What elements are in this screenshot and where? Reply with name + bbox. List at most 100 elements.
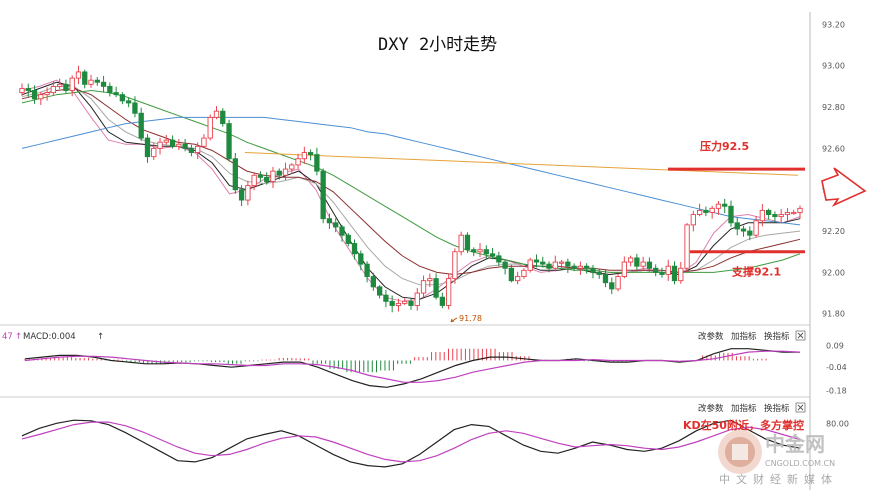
right-arrow-icon: [821, 167, 867, 207]
candle: [640, 256, 646, 272]
candle-body: [144, 137, 151, 158]
kd-button-switch[interactable]: 换指标: [764, 403, 790, 414]
candle-body: [207, 116, 213, 139]
candle-body: [157, 141, 163, 149]
candle-body: [44, 92, 50, 96]
candle: [433, 273, 439, 300]
candle-body: [527, 259, 533, 271]
kd-buttons: 改参数 加指标 换指标: [698, 402, 806, 414]
candle-body: [182, 143, 188, 149]
candle: [295, 153, 301, 169]
candle-body: [119, 94, 126, 102]
candle-body: [565, 261, 571, 267]
candle: [364, 261, 370, 283]
macd-lines: [24, 348, 801, 388]
macd-button-switch[interactable]: 换指标: [764, 331, 790, 342]
candle: [251, 173, 257, 191]
candle-body: [646, 261, 653, 269]
candle-body: [458, 234, 464, 253]
candle: [370, 272, 377, 291]
candle-body: [427, 278, 433, 282]
candle-body: [232, 158, 238, 191]
kd-button-params[interactable]: 改参数: [698, 403, 724, 414]
candle: [590, 265, 596, 279]
candle: [464, 232, 471, 254]
candle-body: [621, 261, 627, 277]
watermark-brand: 中金网: [765, 432, 825, 456]
candle: [19, 83, 25, 96]
candle-body: [464, 234, 471, 251]
candle-body: [445, 278, 452, 306]
candle-body: [176, 143, 182, 147]
macd-close-icon[interactable]: [795, 330, 806, 341]
candle: [634, 253, 640, 270]
candle-body: [433, 278, 439, 298]
candle-body: [515, 276, 521, 282]
candle: [56, 78, 63, 90]
candle-body: [678, 267, 684, 282]
y-tick-label: 92.20: [822, 227, 845, 236]
kd-y-tick-label: 80.00: [826, 419, 849, 428]
candle-body: [734, 222, 740, 230]
candle-body: [634, 257, 640, 267]
candle: [571, 263, 577, 272]
macd-button-add[interactable]: 加指标: [731, 331, 757, 342]
candle: [420, 275, 427, 298]
candlesticks: [19, 65, 803, 313]
candle: [226, 119, 232, 162]
candle: [722, 198, 728, 214]
candle-body: [320, 170, 326, 220]
candle-body: [690, 214, 696, 226]
candle: [784, 208, 791, 221]
candle-body: [339, 226, 345, 236]
candle: [213, 106, 220, 120]
y-tick-label: 93.00: [822, 62, 845, 71]
candle-body: [609, 282, 615, 290]
candle-body: [552, 261, 558, 269]
candle: [665, 259, 671, 281]
candle-body: [201, 137, 207, 147]
candle-body: [188, 147, 195, 153]
candle-body: [389, 300, 395, 306]
candle: [88, 74, 94, 88]
candle: [772, 211, 778, 223]
y-tick-label: 93.20: [822, 20, 845, 29]
candle: [232, 152, 238, 194]
candle-body: [82, 71, 88, 85]
kd-button-add[interactable]: 加指标: [731, 403, 757, 414]
candle: [94, 77, 100, 86]
macd-y-tick-label: -0.04: [826, 363, 847, 372]
candle: [621, 256, 627, 279]
candle: [596, 269, 602, 279]
y-tick-label: 92.60: [822, 144, 845, 153]
candle-body: [220, 110, 226, 125]
candle: [326, 213, 333, 229]
candle-body: [169, 139, 176, 147]
candle: [797, 205, 803, 219]
resistance-label: 压力92.5: [700, 139, 749, 153]
candle-body: [31, 90, 38, 100]
candle-body: [659, 271, 665, 275]
candle: [602, 269, 609, 288]
candle: [245, 180, 251, 206]
candle: [508, 264, 515, 283]
candle-body: [289, 164, 295, 170]
candle-body: [784, 212, 791, 215]
candle-body: [420, 280, 427, 294]
macd-up-arrow-icon: ↑: [15, 332, 22, 342]
candle: [270, 166, 276, 189]
candle-body: [747, 230, 753, 236]
candle: [615, 273, 621, 292]
candle-body: [132, 102, 138, 114]
candle-body: [276, 170, 282, 176]
candle-body: [671, 265, 678, 282]
candle: [163, 134, 169, 145]
candle-body: [791, 212, 797, 215]
macd-button-params[interactable]: 改参数: [698, 331, 724, 342]
candle: [38, 92, 44, 106]
candle: [728, 200, 734, 227]
candle-body: [138, 112, 144, 139]
candle-body: [558, 261, 565, 264]
kd-close-icon[interactable]: [795, 402, 806, 413]
